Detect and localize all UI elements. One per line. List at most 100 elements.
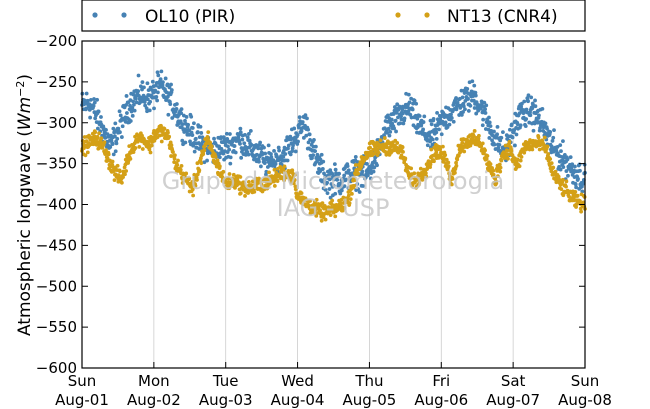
data-point	[581, 200, 586, 205]
data-point	[199, 131, 204, 135]
data-point	[119, 135, 124, 139]
data-point	[243, 194, 247, 198]
data-point	[531, 128, 536, 133]
data-point	[400, 107, 405, 112]
data-point	[297, 115, 302, 120]
data-point	[480, 123, 485, 128]
data-point	[392, 105, 397, 109]
data-point	[219, 135, 223, 140]
data-point	[209, 144, 214, 149]
x-tick-label-day: Sat	[501, 372, 526, 390]
data-point	[450, 176, 455, 181]
data-point	[140, 80, 145, 85]
data-point	[399, 153, 404, 158]
data-point	[318, 208, 323, 213]
data-point	[99, 136, 104, 141]
data-point	[474, 111, 479, 116]
data-point	[576, 177, 580, 181]
data-point	[548, 157, 553, 161]
x-tick-label-day: Mon	[138, 372, 170, 390]
data-point	[156, 90, 160, 95]
data-point	[385, 145, 390, 150]
data-point	[556, 174, 561, 179]
x-tick-label-day: Sun	[571, 372, 600, 390]
data-point	[514, 132, 519, 137]
data-point	[533, 98, 537, 103]
data-point	[108, 145, 113, 149]
x-tick-label-day: Fri	[432, 372, 450, 390]
data-point	[305, 116, 309, 121]
x-tick-label-date: Aug-04	[271, 391, 325, 409]
data-point	[429, 122, 434, 127]
data-point	[487, 136, 492, 140]
data-point	[568, 155, 573, 160]
data-point	[346, 168, 351, 173]
y-axis-label: Atmospheric longwave (Wm−2)	[14, 74, 36, 336]
data-point	[551, 165, 556, 170]
data-point	[102, 140, 107, 145]
data-point	[174, 102, 179, 106]
legend-marker-nt13	[395, 12, 401, 18]
data-point	[492, 142, 497, 147]
data-point	[116, 126, 121, 131]
data-point	[429, 147, 434, 152]
data-point	[193, 183, 198, 188]
data-point	[510, 135, 515, 140]
data-point	[277, 148, 281, 153]
data-point	[125, 111, 129, 115]
data-point	[84, 91, 89, 96]
data-point	[106, 152, 111, 157]
data-point	[136, 73, 141, 78]
data-point	[323, 217, 328, 222]
data-point	[318, 157, 323, 162]
data-point	[303, 113, 308, 118]
data-point	[382, 136, 387, 140]
data-point	[197, 168, 202, 173]
data-point	[332, 162, 337, 167]
data-point	[365, 162, 369, 166]
data-point	[537, 113, 541, 118]
data-point	[331, 183, 336, 188]
grid	[153, 41, 514, 368]
data-point	[443, 153, 448, 157]
data-point	[577, 162, 582, 167]
data-point	[295, 133, 300, 137]
data-point	[526, 93, 531, 98]
data-point	[406, 109, 411, 114]
data-point	[162, 126, 167, 131]
data-point	[308, 199, 312, 203]
data-point	[171, 150, 175, 154]
data-point	[505, 148, 510, 153]
data-point	[85, 150, 90, 155]
data-point	[392, 126, 396, 131]
data-point	[449, 182, 454, 187]
y-axis: −200 −250 −300 −350 −400 −450 −500 −550 −600	[36, 32, 585, 377]
data-point	[499, 158, 504, 163]
data-point	[165, 82, 170, 87]
data-point	[551, 135, 556, 140]
data-point	[145, 81, 150, 86]
data-point	[228, 155, 233, 160]
data-point	[506, 156, 510, 161]
data-point	[233, 150, 238, 155]
data-point	[522, 99, 527, 104]
data-point	[507, 139, 512, 144]
data-point	[169, 88, 174, 92]
data-point	[492, 129, 496, 134]
data-point	[465, 87, 470, 91]
data-point	[543, 121, 548, 126]
data-point	[397, 104, 402, 109]
data-point	[558, 167, 563, 172]
data-point	[385, 131, 390, 135]
data-point	[335, 177, 340, 182]
data-point	[307, 132, 312, 137]
data-point	[484, 157, 489, 161]
data-point	[420, 177, 425, 182]
data-point	[462, 149, 467, 154]
data-point	[140, 147, 145, 151]
data-point	[401, 121, 406, 126]
data-point	[174, 107, 179, 111]
data-point	[184, 171, 189, 176]
data-point	[187, 128, 192, 133]
data-point	[142, 100, 147, 104]
